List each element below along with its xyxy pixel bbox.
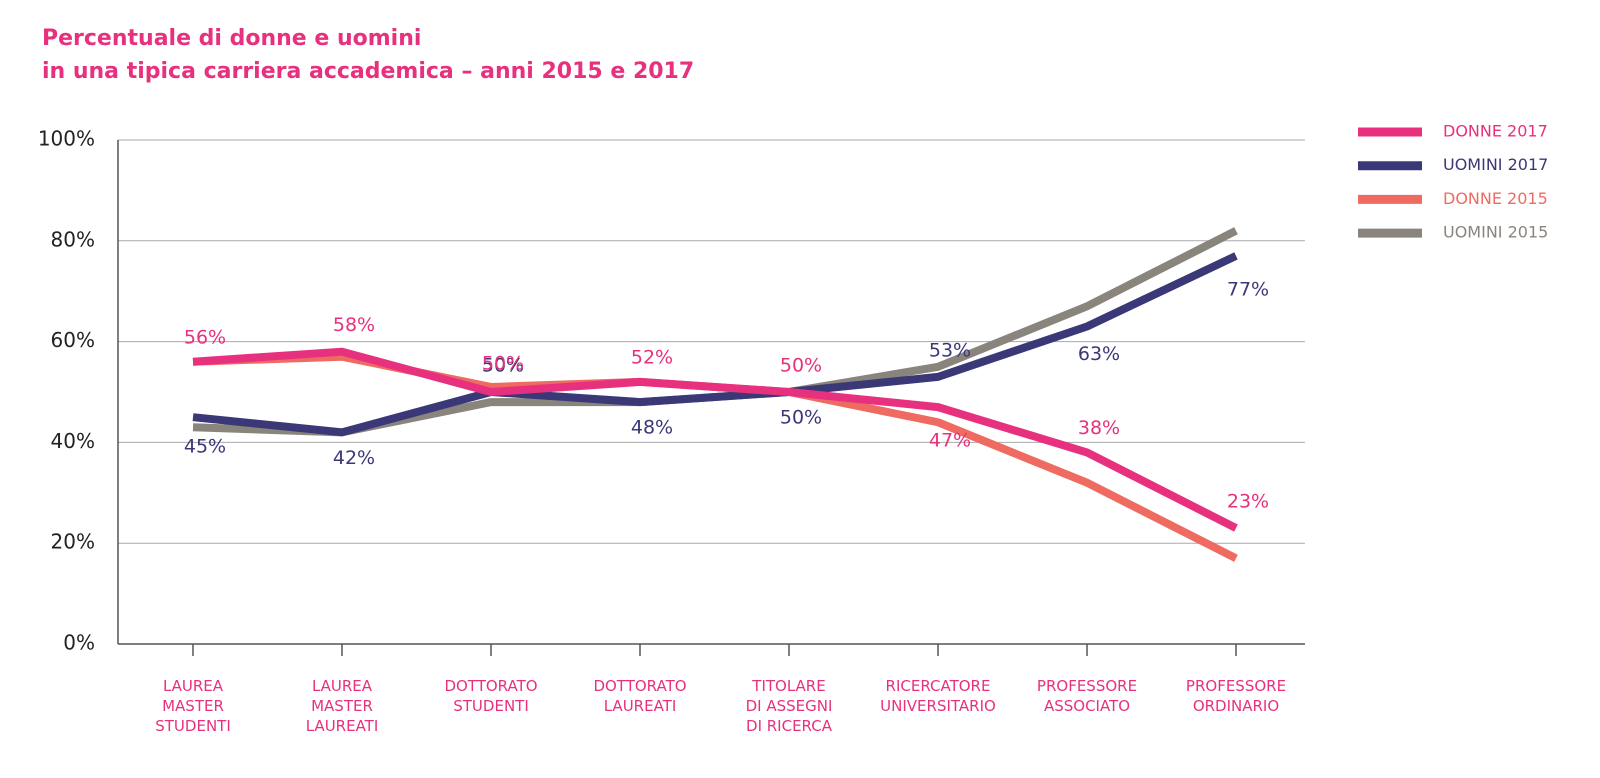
x-tick-label: RICERCATORE UNIVERSITARIO (880, 677, 996, 715)
legend-label: DONNE 2017 (1443, 122, 1548, 141)
data-label: 23% (1227, 491, 1269, 513)
data-label: 77% (1227, 278, 1269, 300)
data-label: 42% (333, 447, 375, 469)
y-tick-label: 60% (51, 328, 95, 352)
data-label: 47% (929, 430, 971, 452)
x-tick-label: LAUREA MASTER STUDENTI (155, 677, 231, 735)
data-label: 50% (482, 355, 524, 377)
data-label: 58% (333, 314, 375, 336)
y-tick-label: 80% (51, 227, 95, 251)
data-label: 38% (1078, 417, 1120, 439)
legend-label: DONNE 2015 (1443, 189, 1548, 208)
legend-label: UOMINI 2015 (1443, 223, 1548, 242)
series-line (192, 252, 1238, 437)
y-tick-label: 40% (51, 429, 95, 453)
x-tick-label: DOTTORATO STUDENTI (444, 677, 538, 715)
data-label: 45% (184, 436, 226, 458)
x-tick-label: TITOLARE DI ASSEGNI DI RICERCA (745, 677, 833, 735)
x-tick-label: LAUREA MASTER LAUREATI (305, 677, 379, 735)
data-label: 50% (780, 407, 822, 429)
series-line (192, 347, 1238, 532)
legend-label: UOMINI 2017 (1443, 155, 1548, 174)
data-label: 53% (929, 339, 971, 361)
y-tick-label: 0% (63, 631, 95, 655)
data-label: 50% (780, 355, 822, 377)
data-label: 48% (631, 417, 673, 439)
chart-title: Percentuale di donne e uomini in una tip… (42, 26, 695, 84)
x-tick-label: DOTTORATO LAUREATI (593, 677, 687, 715)
x-tick-label: PROFESSORE ASSOCIATO (1036, 677, 1138, 715)
data-label: 52% (631, 346, 673, 368)
y-tick-label: 100% (38, 127, 95, 151)
y-tick-label: 20% (51, 530, 95, 554)
data-label: 50% (482, 353, 524, 375)
data-label: 56% (184, 326, 226, 348)
x-tick-label: PROFESSORE ORDINARIO (1185, 677, 1287, 715)
data-label: 63% (1078, 343, 1120, 365)
